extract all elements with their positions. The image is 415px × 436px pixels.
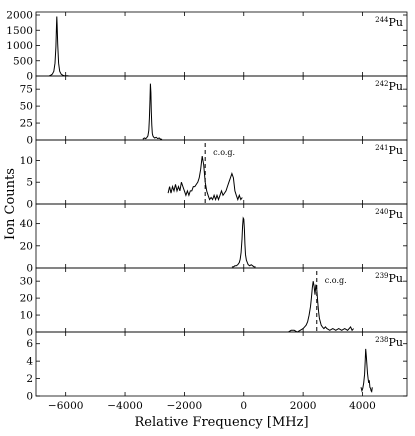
isotope-element: Pu — [389, 16, 404, 29]
y-tick-label: 10 — [20, 155, 33, 167]
isotope-element: Pu — [389, 336, 404, 349]
panel-frame — [35, 331, 408, 397]
y-tick-label: 0 — [26, 391, 33, 403]
isotope-element: Pu — [389, 80, 404, 93]
x-tick-label: 0 — [240, 400, 247, 412]
cog-label: c.o.g. — [325, 276, 347, 285]
y-tick-label: 0 — [26, 199, 33, 211]
y-tick-label: 2000 — [6, 10, 33, 22]
isotope-label: 241Pu — [375, 144, 403, 157]
panel-frame — [35, 11, 408, 77]
y-tick-label: 40 — [20, 218, 33, 230]
isotope-element: Pu — [389, 144, 404, 157]
x-tick-label: 2000 — [290, 400, 317, 412]
y-tick-label: 0 — [26, 263, 33, 275]
y-tick-label: 1500 — [6, 25, 33, 37]
y-axis-title: Ion Counts — [3, 168, 18, 240]
isotope-mass: 242 — [375, 80, 388, 88]
isotope-label: 242Pu — [375, 80, 403, 93]
y-tick-label: 5 — [26, 177, 33, 189]
y-tick-label: 0 — [26, 71, 33, 83]
y-tick-label: 4 — [26, 356, 33, 368]
y-tick-label: 30 — [20, 276, 33, 288]
x-tick-label: −2000 — [167, 400, 203, 412]
isotope-mass: 241 — [375, 144, 388, 152]
isotope-element: Pu — [389, 208, 404, 221]
y-tick-label: 0 — [26, 135, 33, 147]
isotope-mass: 239 — [375, 272, 388, 280]
series-line — [288, 281, 354, 333]
y-tick-label: 20 — [20, 293, 33, 305]
x-tick-label: 4000 — [349, 400, 376, 412]
isotope-label: 238Pu — [375, 336, 403, 349]
panel-frame — [35, 75, 408, 141]
y-tick-label: 75 — [20, 84, 33, 96]
isotope-mass: 238 — [375, 336, 388, 344]
x-tick-label: −4000 — [107, 400, 143, 412]
y-tick-label: 25 — [20, 118, 33, 130]
y-tick-label: 500 — [13, 55, 33, 67]
y-tick-label: 6 — [26, 338, 33, 350]
y-tick-label: 1000 — [6, 40, 33, 52]
series-line — [360, 348, 373, 393]
isotope-label: 240Pu — [375, 208, 403, 221]
isotope-mass: 244 — [375, 16, 389, 24]
series-line — [142, 83, 163, 140]
y-tick-label: 20 — [20, 240, 33, 252]
x-tick-label: −6000 — [48, 400, 84, 412]
y-tick-label: 2 — [26, 373, 33, 385]
isotope-mass: 240 — [375, 208, 388, 216]
y-tick-label: 50 — [20, 101, 33, 113]
y-tick-label: 10 — [20, 310, 33, 322]
isotope-label: 239Pu — [375, 272, 403, 285]
isotope-element: Pu — [389, 272, 404, 285]
panel-frame — [35, 267, 408, 333]
y-tick-label: 0 — [26, 327, 33, 339]
x-axis-title: Relative Frequency [MHz] — [134, 415, 308, 430]
isotope-label: 244Pu — [375, 16, 403, 29]
series-line — [167, 156, 243, 202]
series-line — [231, 216, 256, 268]
panel-frame — [35, 203, 408, 269]
cog-label: c.o.g. — [213, 148, 235, 157]
series-line — [49, 16, 69, 77]
